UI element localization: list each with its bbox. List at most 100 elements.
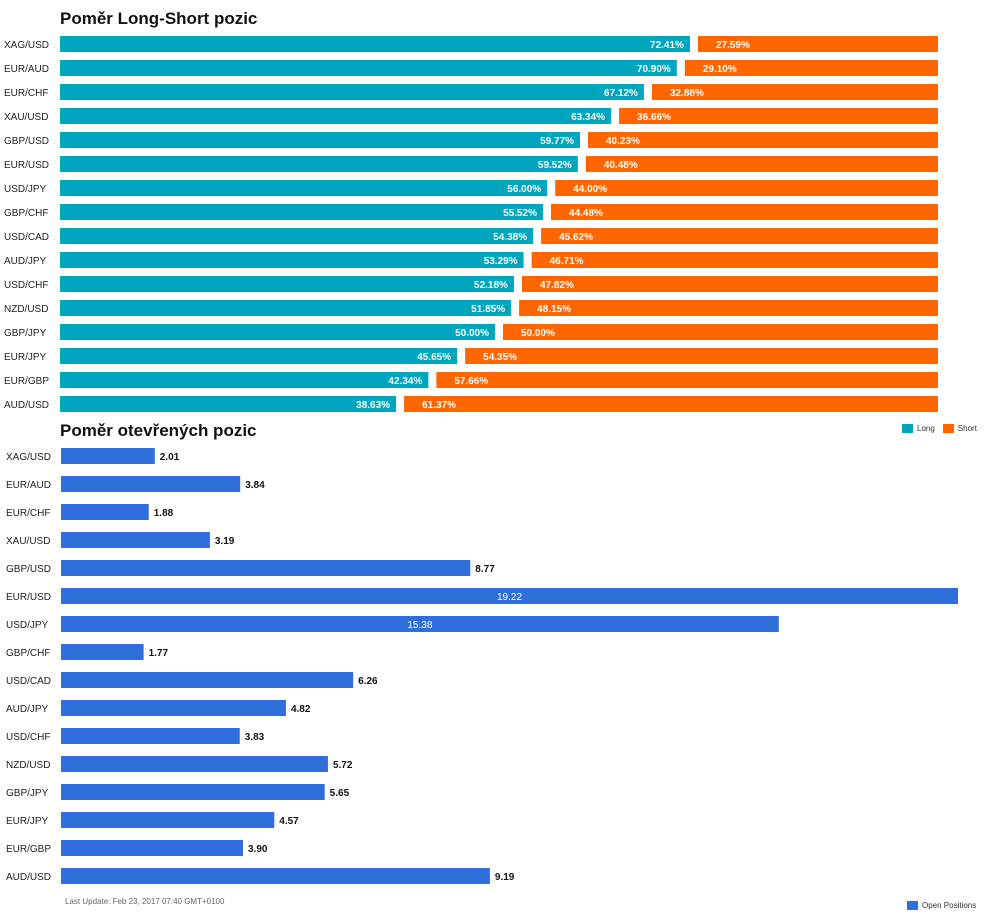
open-positions-bar-gbp-usd bbox=[61, 560, 471, 576]
op-category-label-usd-chf: USD/CHF bbox=[6, 732, 50, 743]
long-value-label-usd-jpy: 56.00% bbox=[507, 184, 541, 195]
open-positions-value-label-xag-usd: 2.01 bbox=[160, 452, 180, 463]
open-positions-value-label-eur-aud: 3.84 bbox=[245, 480, 265, 491]
ls-category-label-eur-gbp: EUR/GBP bbox=[4, 376, 49, 387]
legend-item-short: Short bbox=[942, 424, 977, 433]
short-bar-eur-jpy bbox=[465, 348, 938, 364]
short-value-label-usd-cad: 45.62% bbox=[559, 232, 593, 243]
long-value-label-gbp-chf: 55.52% bbox=[503, 208, 537, 219]
short-bar-gbp-usd bbox=[587, 132, 938, 148]
open-positions-value-label-eur-gbp: 3.90 bbox=[248, 844, 268, 855]
short-value-label-aud-jpy: 46.71% bbox=[550, 256, 584, 267]
short-bar-gbp-chf bbox=[551, 204, 938, 220]
long-bar-xag-usd bbox=[60, 36, 690, 52]
short-bar-usd-jpy bbox=[555, 180, 938, 196]
open-positions-bar-aud-usd bbox=[61, 868, 490, 884]
short-value-label-xau-usd: 36.66% bbox=[637, 112, 671, 123]
op-category-label-xag-usd: XAG/USD bbox=[6, 452, 51, 463]
long-value-label-eur-usd: 59.52% bbox=[538, 160, 572, 171]
open-positions-value-label-xau-usd: 3.19 bbox=[215, 536, 235, 547]
ls-category-label-usd-cad: USD/CAD bbox=[4, 232, 49, 243]
short-bar-gbp-jpy bbox=[503, 324, 938, 340]
short-value-label-usd-chf: 47.82% bbox=[540, 280, 574, 291]
op-category-label-nzd-usd: NZD/USD bbox=[6, 760, 50, 771]
open-positions-value-label-usd-cad: 6.26 bbox=[358, 676, 378, 687]
long-value-label-xag-usd: 72.41% bbox=[650, 40, 684, 51]
open-positions-chart-title: Poměr otevřených pozic bbox=[60, 421, 257, 440]
short-bar-eur-aud bbox=[684, 60, 938, 76]
short-value-label-gbp-usd: 40.23% bbox=[606, 136, 640, 147]
ls-category-label-eur-chf: EUR/CHF bbox=[4, 88, 48, 99]
ls-category-label-nzd-usd: NZD/USD bbox=[4, 304, 48, 315]
short-value-label-gbp-chf: 44.48% bbox=[569, 208, 603, 219]
legend-open-label: Open Positions bbox=[922, 901, 977, 910]
op-category-label-eur-gbp: EUR/GBP bbox=[6, 844, 51, 855]
open-positions-value-label-aud-usd: 9.19 bbox=[495, 872, 515, 883]
short-value-label-usd-jpy: 44.00% bbox=[573, 184, 607, 195]
long-bar-eur-aud bbox=[60, 60, 677, 76]
open-positions-bar-nzd-usd bbox=[61, 756, 328, 772]
ls-category-label-aud-usd: AUD/USD bbox=[4, 400, 49, 411]
long-bar-nzd-usd bbox=[60, 300, 512, 316]
op-category-label-eur-chf: EUR/CHF bbox=[6, 508, 50, 519]
open-positions-value-label-usd-jpy: 15.38 bbox=[407, 620, 432, 631]
open-positions-bar-usd-chf bbox=[61, 728, 240, 744]
long-bar-eur-usd bbox=[60, 156, 578, 172]
long-value-label-gbp-jpy: 50.00% bbox=[455, 328, 489, 339]
long-swatch-icon bbox=[902, 424, 913, 433]
legend-item-long: Long bbox=[902, 424, 935, 433]
open-positions-bar-usd-jpy bbox=[61, 616, 779, 632]
long-bar-gbp-chf bbox=[60, 204, 544, 220]
short-value-label-aud-usd: 61.37% bbox=[422, 400, 456, 411]
open-positions-bar-usd-cad bbox=[61, 672, 354, 688]
short-value-label-eur-chf: 32.88% bbox=[670, 88, 704, 99]
op-category-label-gbp-jpy: GBP/JPY bbox=[6, 788, 49, 799]
long-bar-eur-jpy bbox=[60, 348, 458, 364]
open-positions-bar-eur-usd bbox=[61, 588, 958, 604]
open-positions-value-label-nzd-usd: 5.72 bbox=[333, 760, 353, 771]
long-short-legend: Long Short bbox=[902, 424, 985, 433]
open-positions-value-label-eur-jpy: 4.57 bbox=[279, 816, 299, 827]
op-category-label-eur-usd: EUR/USD bbox=[6, 592, 51, 603]
long-value-label-eur-gbp: 42.34% bbox=[388, 376, 422, 387]
long-short-chart: XAG/USD 72.41% 27.59% EUR/AUD 70.90% 29.10% EU… bbox=[4, 36, 938, 412]
ls-category-label-gbp-chf: GBP/CHF bbox=[4, 208, 48, 219]
ls-category-label-eur-jpy: EUR/JPY bbox=[4, 352, 47, 363]
short-value-label-eur-aud: 29.10% bbox=[703, 64, 737, 75]
short-bar-eur-gbp bbox=[436, 372, 938, 388]
ls-category-label-xag-usd: XAG/USD bbox=[4, 40, 49, 51]
open-positions-value-label-usd-chf: 3.83 bbox=[245, 732, 265, 743]
long-bar-eur-chf bbox=[60, 84, 644, 100]
open-positions-bar-eur-jpy bbox=[61, 812, 275, 828]
open-positions-bar-xau-usd bbox=[61, 532, 210, 548]
open-positions-value-label-eur-usd: 19.22 bbox=[497, 592, 522, 603]
open-positions-bar-eur-aud bbox=[61, 476, 241, 492]
long-value-label-nzd-usd: 51.85% bbox=[471, 304, 505, 315]
short-bar-eur-chf bbox=[651, 84, 938, 100]
op-category-label-eur-aud: EUR/AUD bbox=[6, 480, 51, 491]
open-positions-value-label-aud-jpy: 4.82 bbox=[291, 704, 311, 715]
op-category-label-eur-jpy: EUR/JPY bbox=[6, 816, 49, 827]
long-bar-gbp-jpy bbox=[60, 324, 495, 340]
long-bar-eur-gbp bbox=[60, 372, 429, 388]
open-positions-value-label-eur-chf: 1.88 bbox=[154, 508, 174, 519]
long-bar-aud-usd bbox=[60, 396, 397, 412]
short-bar-aud-usd bbox=[404, 396, 938, 412]
short-swatch-icon bbox=[942, 424, 954, 433]
op-category-label-usd-jpy: USD/JPY bbox=[6, 620, 49, 631]
ls-category-label-gbp-usd: GBP/USD bbox=[4, 136, 49, 147]
long-value-label-aud-usd: 38.63% bbox=[356, 400, 390, 411]
long-bar-gbp-usd bbox=[60, 132, 580, 148]
long-value-label-usd-cad: 54.38% bbox=[493, 232, 527, 243]
ls-category-label-aud-jpy: AUD/JPY bbox=[4, 256, 47, 267]
ls-category-label-eur-usd: EUR/USD bbox=[4, 160, 49, 171]
op-category-label-gbp-chf: GBP/CHF bbox=[6, 648, 50, 659]
open-positions-legend: Open Positions bbox=[907, 901, 976, 910]
short-bar-xau-usd bbox=[619, 108, 938, 124]
long-value-label-eur-aud: 70.90% bbox=[637, 64, 671, 75]
op-category-label-aud-usd: AUD/USD bbox=[6, 872, 51, 883]
short-value-label-nzd-usd: 48.15% bbox=[537, 304, 571, 315]
long-bar-xau-usd bbox=[60, 108, 612, 124]
ls-category-label-usd-jpy: USD/JPY bbox=[4, 184, 47, 195]
